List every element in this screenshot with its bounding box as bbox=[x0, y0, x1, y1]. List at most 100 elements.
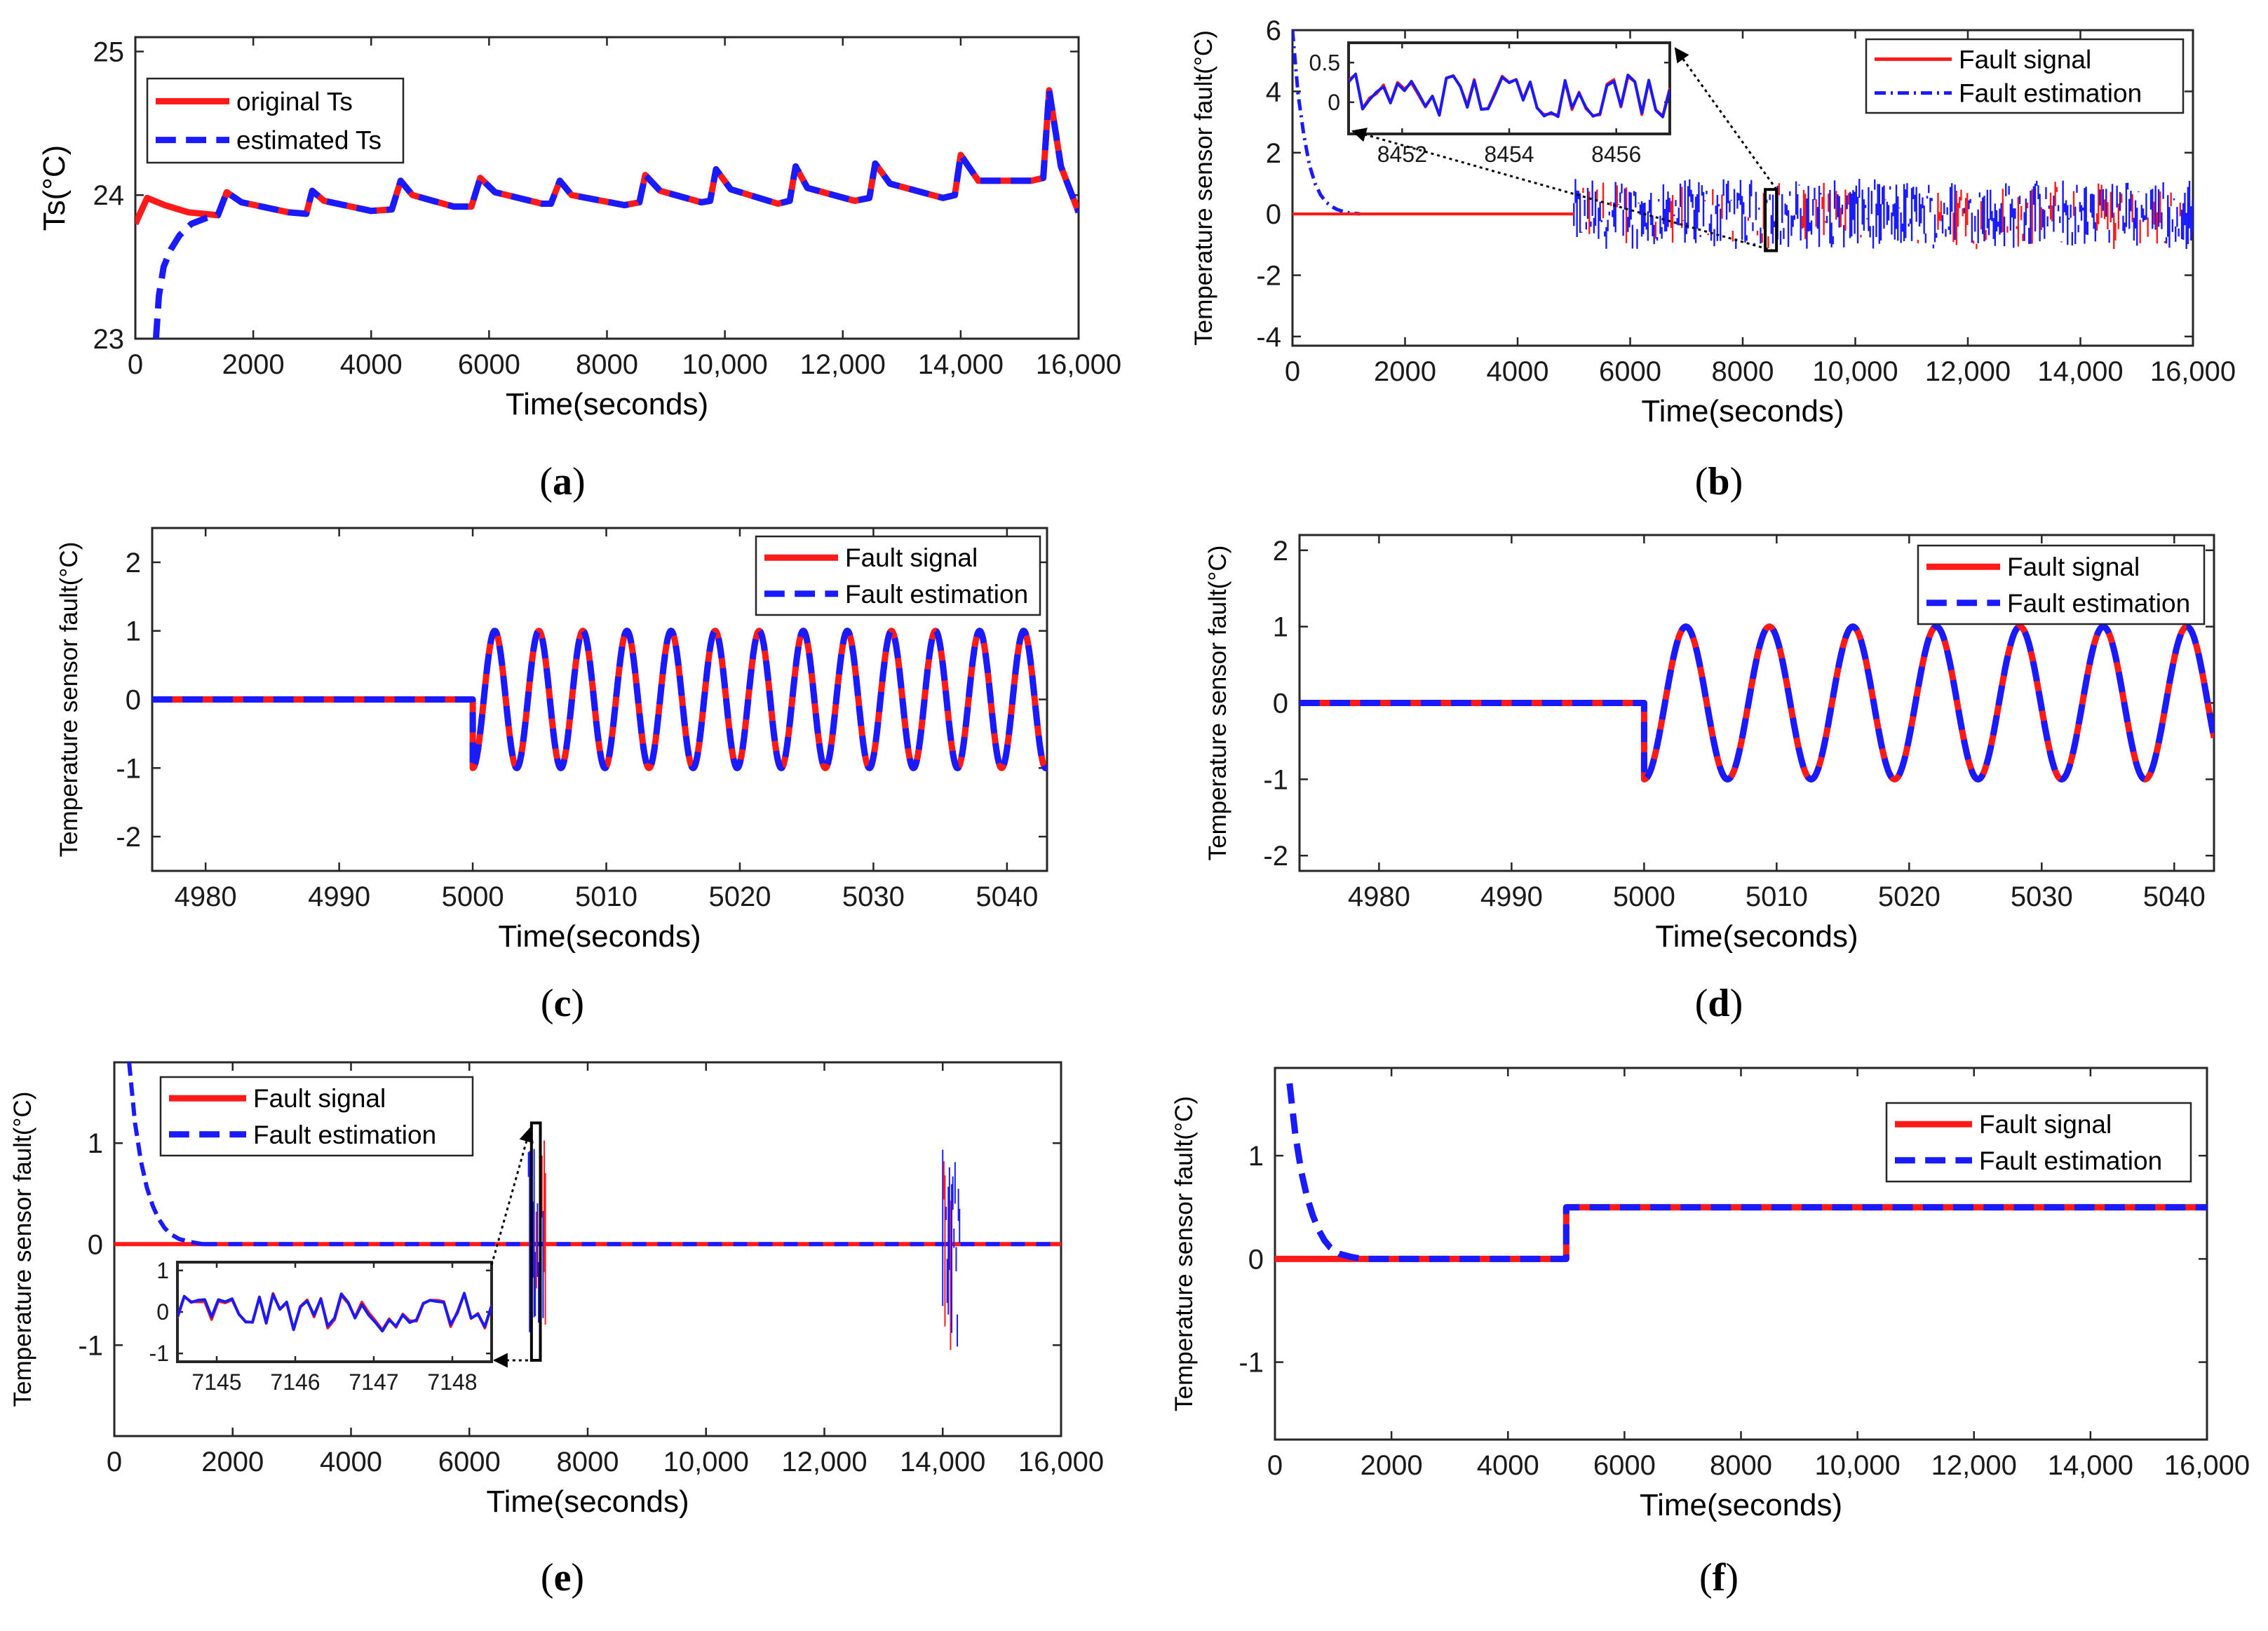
y-tick-label: 24 bbox=[93, 180, 125, 211]
panel-d: 4980 4990 5000 5010 5020 5030 5040 -2 -1 0 1 2 Time(… bbox=[1204, 534, 2215, 1025]
y-tick-label: 0 bbox=[126, 685, 141, 716]
x-tick-label: 0 bbox=[107, 1447, 122, 1477]
y-tick-label: 0 bbox=[1328, 90, 1340, 115]
y-tick-label: 0 bbox=[1273, 689, 1288, 719]
y-tick-label: 23 bbox=[93, 324, 125, 355]
y-tick-label: 0 bbox=[156, 1299, 169, 1325]
x-tick-label: 0 bbox=[128, 349, 143, 380]
x-tick-label: 4000 bbox=[1477, 1450, 1539, 1481]
series-fault-estimation bbox=[152, 628, 1047, 771]
x-tick-label: 5020 bbox=[708, 881, 771, 912]
x-tick-label: 2000 bbox=[201, 1447, 264, 1477]
series-fault-estimation bbox=[152, 87, 1079, 339]
y-tick-label: 1 bbox=[1248, 1141, 1264, 1172]
legend-label: Fault estimation bbox=[1959, 79, 2142, 108]
y-tick-label: 25 bbox=[93, 36, 125, 67]
series-fault-estimation bbox=[1286, 1083, 2207, 1262]
x-tick-label: 5010 bbox=[575, 881, 637, 912]
x-tick-label: 14,000 bbox=[2037, 356, 2123, 387]
legend-label: original Ts bbox=[236, 87, 353, 116]
x-tick-label: 4000 bbox=[1487, 356, 1549, 387]
legend: Fault signal Fault estimation bbox=[159, 1076, 474, 1157]
y-tick-label: 1 bbox=[1273, 612, 1288, 643]
y-tick-label: 1 bbox=[156, 1258, 169, 1283]
y-tick-label: 4 bbox=[1266, 76, 1281, 107]
series-fault-estimation bbox=[1292, 30, 1361, 216]
noise-band bbox=[1573, 179, 2193, 250]
x-tick-label: 4000 bbox=[320, 1447, 382, 1477]
x-tick-label: 5030 bbox=[2011, 881, 2073, 912]
x-tick-label: 5010 bbox=[1746, 881, 1808, 912]
panel-tag: (e) bbox=[541, 1556, 584, 1599]
plot-area bbox=[1275, 1083, 2207, 1262]
y-tick-label: -1 bbox=[78, 1330, 103, 1361]
y-tick-label: -4 bbox=[1256, 322, 1281, 353]
panel-a: 0 2000 4000 6000 8000 10,000 12,000 14,000 16,00… bbox=[37, 36, 1121, 503]
panel-c: 4980 4990 5000 5010 5020 5030 5040 -2 -1 0 1 2 Time(… bbox=[55, 527, 1048, 1025]
x-axis-label: Time(seconds) bbox=[1641, 394, 1844, 428]
x-tick-label: 7147 bbox=[349, 1369, 398, 1395]
legend-box bbox=[755, 535, 1041, 616]
y-tick-label: -1 bbox=[1238, 1348, 1264, 1379]
x-tick-label: 14,000 bbox=[918, 349, 1004, 380]
legend-label: Fault signal bbox=[2007, 553, 2140, 581]
x-tick-label: 2000 bbox=[222, 349, 285, 380]
legend: Fault signal Fault estimation bbox=[1885, 1102, 2192, 1183]
x-tick-label: 4980 bbox=[1348, 881, 1410, 912]
y-axis-label: Temperature sensor fault(°C) bbox=[1204, 546, 1231, 861]
x-tick-label: 16,000 bbox=[1018, 1447, 1104, 1477]
series-fault-estimation bbox=[127, 1062, 204, 1247]
legend: Fault signal Fault estimation bbox=[1917, 544, 2206, 625]
panel-tag: (f) bbox=[1699, 1556, 1739, 1599]
x-tick-label: 16,000 bbox=[1036, 349, 1121, 380]
y-tick-label: 2 bbox=[1273, 536, 1288, 567]
y-tick-label: 6 bbox=[1266, 15, 1281, 46]
x-tick-label: 5030 bbox=[842, 881, 905, 912]
x-tick-label: 4980 bbox=[175, 881, 237, 912]
y-axis-label: Temperature sensor fault(°C) bbox=[1190, 30, 1217, 346]
legend-label: Fault signal bbox=[1959, 45, 2091, 74]
inset: 7145 7146 7147 7148 -1 0 1 bbox=[149, 1258, 493, 1395]
y-tick-label: -2 bbox=[1263, 841, 1288, 872]
legend: Fault signal Fault estimation bbox=[1865, 38, 2185, 114]
y-tick-label: 0 bbox=[1248, 1244, 1264, 1275]
y-tick-label: -2 bbox=[1256, 261, 1281, 292]
x-tick-label: 4990 bbox=[308, 881, 370, 912]
x-tick-label: 10,000 bbox=[1812, 356, 1898, 387]
x-tick-label: 12,000 bbox=[1925, 356, 2011, 387]
x-tick-label: 12,000 bbox=[781, 1447, 867, 1477]
inset-frame bbox=[176, 1261, 493, 1363]
legend-label: Fault signal bbox=[253, 1084, 386, 1113]
legend-label: Fault estimation bbox=[2007, 589, 2190, 618]
legend-box bbox=[1865, 38, 2185, 114]
y-tick-label: 2 bbox=[126, 548, 141, 578]
legend-box bbox=[146, 77, 405, 164]
plot-area bbox=[152, 628, 1047, 771]
legend-label: estimated Ts bbox=[236, 126, 382, 155]
legend-label: Fault signal bbox=[1979, 1110, 2112, 1139]
x-tick-label: 8456 bbox=[1591, 142, 1641, 167]
legend-label: Fault estimation bbox=[1979, 1146, 2162, 1175]
zoom-box bbox=[529, 1121, 542, 1362]
x-tick-label: 14,000 bbox=[900, 1447, 985, 1477]
x-tick-label: 6000 bbox=[1599, 356, 1661, 387]
y-tick-label: 1 bbox=[126, 616, 141, 647]
series-fault-estimation bbox=[1300, 623, 2214, 783]
x-tick-label: 8454 bbox=[1484, 142, 1534, 167]
inset-fault-estimation bbox=[177, 1292, 492, 1333]
x-tick-label: 10,000 bbox=[663, 1447, 749, 1477]
plot-area bbox=[1300, 623, 2214, 783]
y-tick-label: 0.5 bbox=[1309, 50, 1340, 75]
x-axis-label: Time(seconds) bbox=[1640, 1488, 1842, 1522]
plot-area bbox=[114, 1062, 1061, 1351]
y-axis-label: Temperature sensor fault(°C) bbox=[9, 1092, 36, 1407]
x-tick-label: 8000 bbox=[557, 1447, 619, 1477]
x-tick-label: 14,000 bbox=[2048, 1450, 2133, 1481]
panel-tag: (c) bbox=[541, 982, 584, 1025]
x-tick-label: 16,000 bbox=[2150, 356, 2236, 387]
legend: Fault signal Fault estimation bbox=[755, 535, 1041, 616]
x-tick-label: 4000 bbox=[340, 349, 403, 380]
legend-box bbox=[1885, 1102, 2192, 1183]
x-tick-label: 5020 bbox=[1878, 881, 1940, 912]
